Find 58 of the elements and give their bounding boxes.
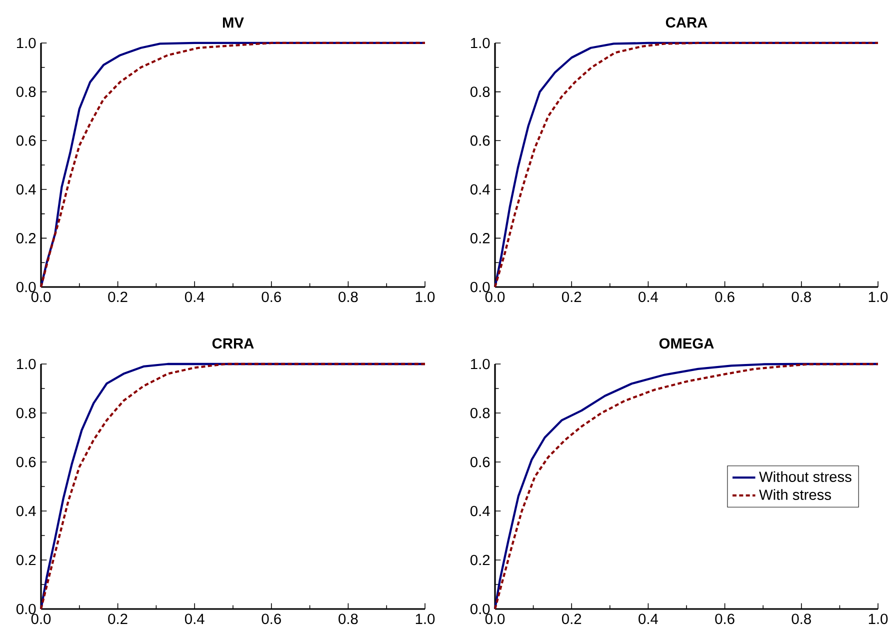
y-tick-label: 1.0 [471, 38, 490, 48]
y-tick-label: 1.0 [17, 38, 36, 48]
y-tick-label: 0.8 [470, 408, 490, 418]
y-tick-label: 0.6 [470, 135, 490, 146]
x-tick-label: 0.8 [792, 614, 811, 624]
chart-title: OMEGA [659, 338, 714, 349]
line-series [40, 42, 426, 288]
y-tick-label: 0.0 [16, 282, 36, 292]
y-tick-label: 0.8 [16, 86, 36, 97]
y-tick-label: 0.0 [16, 604, 36, 614]
y-tick-label: 1.0 [471, 358, 490, 370]
line-series [494, 362, 880, 610]
x-tick-label: 0.2 [108, 614, 128, 624]
x-tick-label: 0.0 [485, 614, 505, 624]
x-tick-label: 0.6 [262, 614, 281, 624]
x-tick-label: 0.4 [638, 292, 658, 302]
x-tick-label: 0.6 [262, 292, 281, 302]
y-tick-label: 0.0 [470, 604, 490, 614]
x-tick-label: 1.0 [868, 614, 888, 624]
chart-title: MV [222, 18, 244, 28]
legend-label: With stress [759, 489, 831, 500]
y-tick-label: 0.0 [470, 282, 490, 292]
y-tick-label: 0.6 [16, 456, 36, 468]
x-tick-label: 0.0 [31, 292, 51, 302]
x-tick-label: 0.8 [792, 292, 811, 302]
x-tick-label: 1.0 [416, 292, 435, 302]
x-tick-label: 0.6 [715, 614, 734, 624]
x-tick-label: 0.2 [562, 292, 582, 302]
x-tick-label: 0.0 [485, 292, 505, 302]
y-tick-label: 1.0 [17, 358, 36, 370]
x-tick-label: 0.4 [184, 292, 204, 302]
chart-title: CRRA [212, 338, 254, 349]
chart-title: CARA [666, 17, 708, 28]
y-tick-label: 0.4 [16, 506, 36, 516]
y-tick-label: 0.8 [470, 86, 490, 97]
y-tick-label: 0.2 [470, 554, 490, 566]
x-tick-label: 0.4 [638, 614, 658, 624]
y-tick-label: 0.6 [16, 135, 36, 146]
x-tick-label: 0.2 [108, 292, 128, 302]
y-tick-label: 0.8 [16, 408, 36, 418]
y-tick-label: 0.2 [470, 233, 490, 244]
x-tick-label: 0.0 [31, 614, 51, 624]
x-tick-label: 0.2 [562, 614, 582, 624]
y-tick-label: 0.6 [470, 456, 490, 468]
x-tick-label: 0.8 [338, 614, 358, 624]
x-tick-label: 1.0 [868, 292, 888, 302]
x-tick-label: 1.0 [416, 614, 435, 624]
line-series [40, 362, 426, 610]
line-series [494, 42, 880, 288]
y-tick-label: 0.2 [16, 554, 36, 566]
y-tick-label: 0.4 [470, 184, 490, 195]
y-tick-label: 0.2 [16, 233, 36, 244]
y-tick-label: 0.4 [16, 184, 36, 195]
y-tick-label: 0.4 [470, 506, 490, 516]
legend-label: Without stress [759, 471, 852, 482]
x-tick-label: 0.4 [184, 614, 204, 624]
x-tick-label: 0.8 [338, 292, 358, 302]
x-tick-label: 0.6 [715, 292, 734, 302]
